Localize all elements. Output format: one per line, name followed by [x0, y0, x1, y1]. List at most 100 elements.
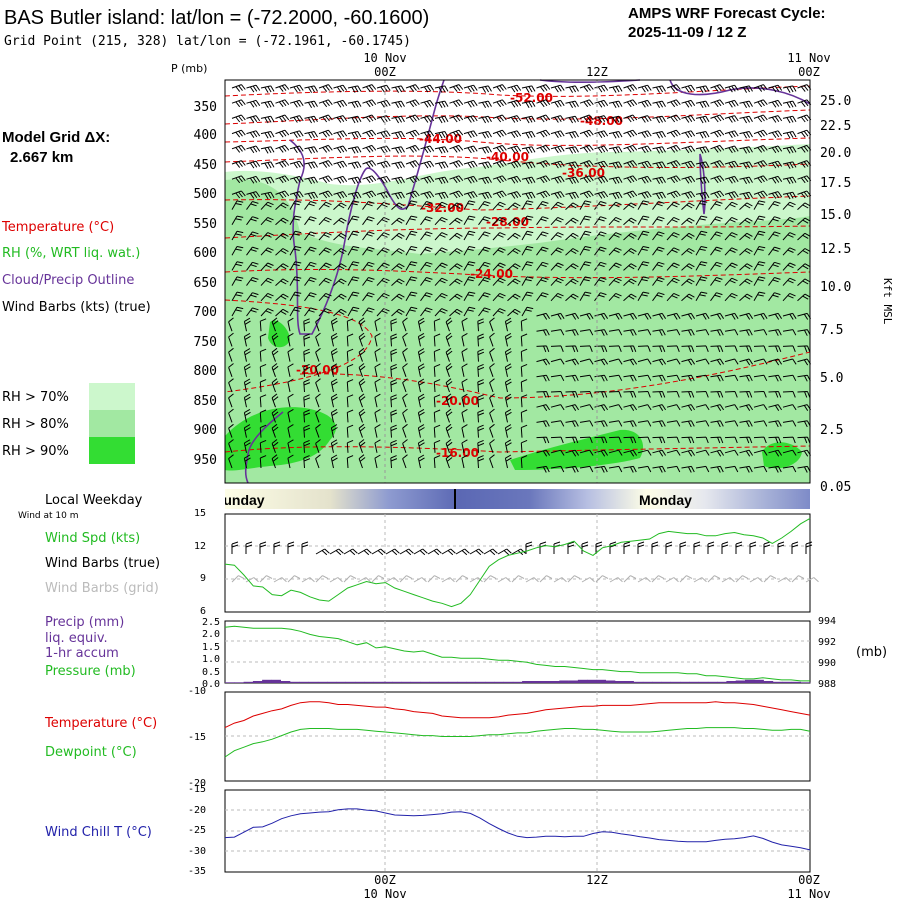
wind-barb — [652, 216, 665, 226]
wind-barb — [594, 358, 609, 366]
wind-barb — [710, 277, 723, 286]
wind-barb — [768, 404, 783, 411]
wind-barb — [478, 201, 491, 210]
wind-barb — [318, 144, 333, 153]
wind-barb — [710, 99, 725, 108]
precip-label: Precip (mm) — [45, 615, 124, 630]
precip-bar — [512, 681, 523, 683]
wind-barb — [402, 332, 408, 347]
wind-barb — [461, 439, 468, 453]
wind-barb — [768, 374, 782, 382]
wind-barb — [724, 292, 738, 302]
wind-barb — [492, 84, 507, 92]
wind-barb — [449, 217, 463, 226]
rh-80-label: RH > 80% — [2, 417, 69, 432]
wind-barb — [724, 130, 739, 138]
wind-barb — [391, 217, 405, 226]
wind-barb — [405, 99, 420, 108]
wind-barb — [782, 312, 797, 320]
wind-barb — [231, 575, 245, 583]
isotherm-label: -28.00 — [486, 215, 529, 229]
wind-barb — [695, 276, 708, 286]
wind-barb — [477, 333, 485, 347]
wind-barb — [489, 423, 495, 438]
wind-barb — [333, 248, 347, 256]
wind-barb — [259, 541, 267, 554]
wind-barb — [805, 577, 819, 583]
wind-barb — [579, 114, 594, 123]
isotherm-label: -24.00 — [470, 267, 513, 281]
weekday-subtitle: Wind at 10 m — [18, 511, 78, 521]
wind-barb — [681, 374, 695, 382]
wind-barb — [521, 306, 534, 317]
wind-barb — [608, 191, 623, 200]
wind-barb — [681, 130, 696, 138]
wind-barb — [695, 261, 708, 271]
wind-barb — [478, 216, 491, 226]
wind-barb — [753, 404, 768, 411]
wind-barb — [417, 348, 425, 362]
wind-barb — [695, 436, 709, 444]
wind-barb — [623, 190, 638, 199]
wind-barb — [637, 191, 652, 199]
wind-barb — [405, 175, 420, 184]
wind-barb — [724, 232, 738, 241]
wind-barb — [376, 145, 391, 154]
wind-barb — [461, 408, 468, 423]
temperature-y-tick: -20 — [188, 778, 206, 789]
wind-barb — [565, 312, 580, 320]
wind-barb — [681, 436, 695, 444]
wind-barb — [478, 261, 491, 271]
weekday-mask — [200, 489, 225, 509]
wind-barb — [608, 277, 622, 286]
wind-barb — [666, 358, 681, 365]
wind-barb — [507, 115, 522, 123]
wind-barb — [565, 293, 579, 302]
wind-barb — [511, 575, 525, 583]
wind-barb — [330, 363, 338, 377]
isotherm-lines — [224, 85, 811, 453]
wind-barb — [652, 146, 666, 154]
wind-barb — [333, 308, 347, 317]
wind-barb — [710, 358, 725, 366]
wind-barb — [707, 541, 715, 554]
wind-barb — [536, 190, 551, 199]
precip-bar — [392, 681, 402, 683]
wind-barb — [565, 436, 579, 444]
wind-barb — [303, 439, 311, 453]
precip-y-tick: 1.0 — [202, 654, 220, 665]
wind-barb — [390, 409, 398, 423]
wind-barb — [608, 391, 622, 398]
wind-barb — [666, 420, 681, 427]
wind-barb — [594, 246, 607, 256]
wind-barb — [739, 449, 754, 457]
pressure-tick: 900 — [194, 423, 217, 438]
wind-barb — [666, 436, 680, 444]
wind-barb — [330, 348, 338, 362]
wind-barb — [399, 575, 413, 583]
wind-barb — [362, 261, 375, 271]
wind-barb — [304, 307, 317, 317]
wind-barb — [594, 130, 609, 138]
wind-barb — [246, 99, 261, 108]
wind-barb — [637, 465, 652, 473]
height-tick: 10.0 — [820, 280, 851, 295]
wind-barb — [521, 115, 536, 124]
wind-barb — [507, 84, 522, 93]
wind-barb — [275, 129, 290, 138]
precip-bar — [605, 680, 616, 683]
precip-bar — [447, 681, 458, 683]
wind-barb — [304, 100, 318, 109]
wind-barb — [666, 84, 681, 92]
wind-barb — [594, 312, 609, 320]
wind-barb — [695, 161, 710, 169]
wind-barb — [550, 345, 564, 352]
precip-bar — [577, 679, 588, 683]
wind-barb — [652, 277, 665, 286]
wind-barb — [405, 291, 418, 302]
wind-barb — [417, 408, 425, 423]
wind-barb — [550, 175, 565, 184]
wind-barb — [243, 378, 251, 393]
wind-barb — [405, 261, 418, 271]
wind-barb — [260, 292, 274, 302]
